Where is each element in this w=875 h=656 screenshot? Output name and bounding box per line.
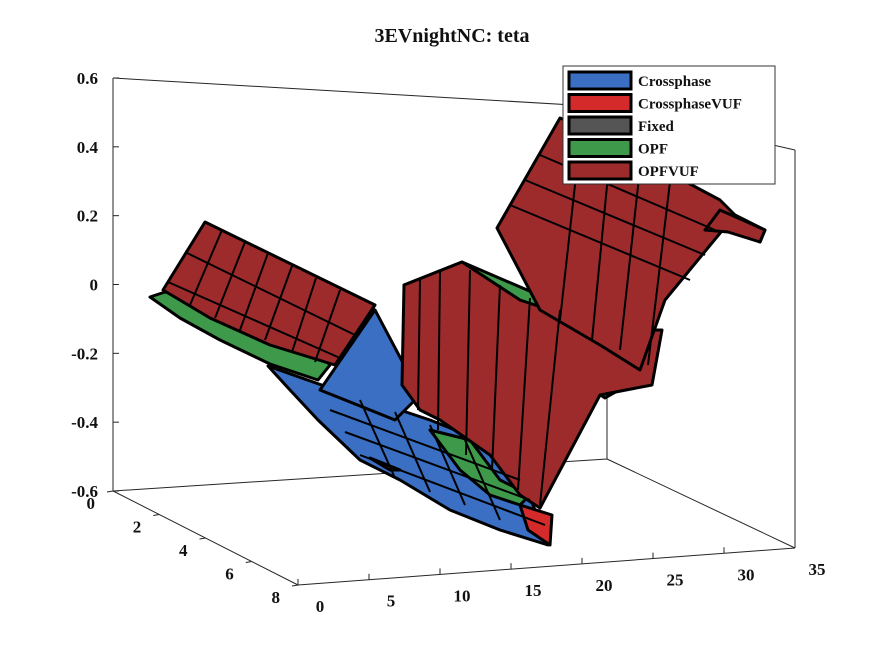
legend-label: Fixed [638, 119, 674, 135]
z-tick-label: 0.4 [77, 138, 99, 157]
x-tick-label: 25 [667, 571, 684, 590]
legend-label: CrossphaseVUF [638, 97, 742, 113]
legend-label: Crossphase [638, 74, 711, 90]
x-axis-ticks: 0 5 10 15 20 25 30 35 [297, 542, 826, 616]
back-floor-line-right [606, 458, 796, 549]
surfaces [148, 116, 767, 547]
legend: Crossphase CrossphaseVUF Fixed OPF OPFVUF [562, 65, 776, 185]
y-tick-mark [153, 514, 160, 516]
back-top-line [112, 77, 608, 108]
x-tick-label: 10 [454, 586, 471, 605]
x-axis-line [297, 547, 796, 586]
y-tick-mark [106, 490, 114, 493]
x-tick-label: 0 [316, 597, 325, 616]
z-tick-label: 0 [90, 276, 99, 295]
z-tick-label: 0.2 [77, 207, 98, 226]
y-tick-mark [245, 561, 252, 563]
legend-swatch [567, 138, 633, 158]
y-tick-label: 4 [179, 541, 188, 560]
y-tick-label: 6 [225, 565, 234, 584]
legend-swatch [567, 160, 633, 181]
y-tick-mark [199, 537, 206, 540]
y-tick-mark [291, 584, 299, 587]
y-tick-label: 8 [272, 588, 281, 607]
z-tick-label: -0.4 [71, 413, 98, 432]
x-tick-label: 5 [387, 592, 396, 611]
legend-swatch [567, 93, 633, 113]
y-tick-label: 0 [87, 494, 96, 513]
y-tick-label: 2 [133, 518, 142, 537]
z-tick-label: -0.6 [71, 482, 98, 501]
z-axis-ticks: 0.6 0.4 0.2 0 -0.2 -0.4 -0.6 [71, 69, 119, 501]
legend-swatch [567, 115, 633, 136]
x-tick-label: 35 [809, 560, 826, 579]
legend-label: OPF [638, 142, 668, 158]
chart-title: 3EVnightNC: teta [375, 25, 530, 47]
x-tick-label: 20 [596, 576, 613, 595]
z-tick-label: -0.2 [71, 344, 98, 363]
opfvuf-surface-middle [400, 260, 664, 510]
y-axis-ticks: 0 2 4 6 8 [87, 490, 299, 607]
x-tick-label: 30 [738, 565, 755, 584]
legend-label: OPFVUF [638, 164, 699, 180]
legend-swatch [567, 70, 633, 91]
crossphasevuf-surface-edge [518, 503, 554, 547]
z-tick-label: 0.6 [77, 69, 98, 88]
x-tick-label: 15 [525, 581, 542, 600]
